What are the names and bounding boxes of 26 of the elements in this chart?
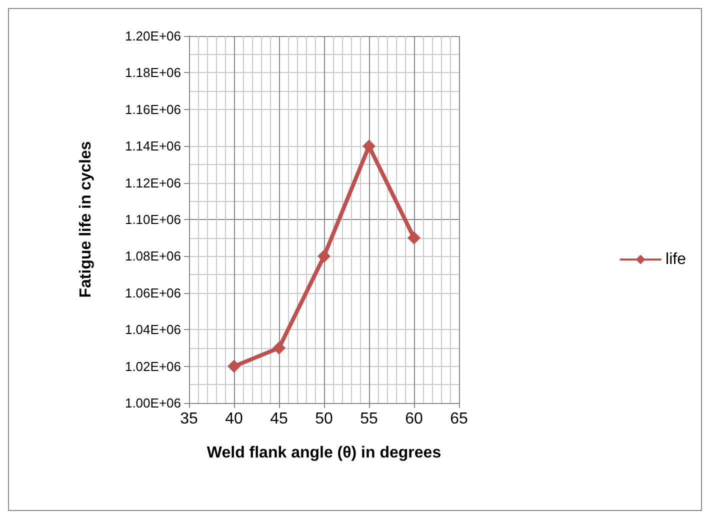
y-tick-label: 1.10E+06 [124,212,181,227]
y-tick-label: 1.08E+06 [124,248,181,264]
y-tick-label: 1.02E+06 [124,358,181,374]
y-tick-label: 1.18E+06 [124,65,181,80]
x-tick-label: 55 [360,410,378,428]
y-tick-label: 1.14E+06 [124,138,181,154]
y-tick-label: 1.16E+06 [124,102,181,117]
point [362,140,376,153]
y-tick-label: 1.00E+06 [124,396,181,410]
y-tick-label: 1.04E+06 [124,322,181,338]
legend-label: life [666,251,686,268]
x-tick-label: 45 [270,410,288,428]
y-tick-label: 1.06E+06 [124,285,181,300]
y-tick-label: 1.12E+06 [124,175,181,190]
point [272,341,286,354]
point [318,250,330,263]
x-tick-label: 60 [405,410,423,428]
point [408,231,420,244]
y-axis-title: Fatigue life in cycles [78,141,94,298]
x-tick-label: 35 [180,410,198,428]
x-tick-label: 65 [450,410,468,428]
point [228,360,240,373]
x-tick-label: 40 [225,410,243,428]
y-tick-label: 1.20E+06 [124,28,181,44]
x-tick-label: 50 [315,410,333,428]
x-axis-title: Weld flank angle (θ) in degrees [206,444,442,462]
